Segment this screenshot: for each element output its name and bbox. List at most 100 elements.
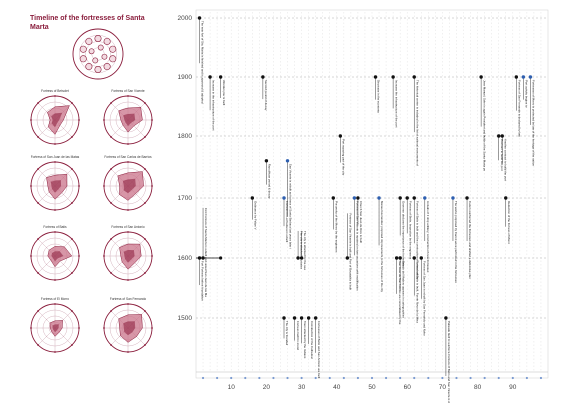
event-dot[interactable] [313,316,318,320]
event-dot[interactable] [451,196,455,200]
event-dot[interactable] [419,256,423,260]
event-dot[interactable] [218,75,223,79]
event-dot[interactable] [264,159,269,163]
radar-inner-area [123,113,136,126]
event-dot[interactable] [356,196,360,200]
event-dot[interactable] [391,75,395,79]
event-dot[interactable] [412,256,416,260]
radar-axis-dot [71,272,73,274]
event-label: Reduction of the fortress of Morro [507,201,511,244]
x-tick-label: 40 [333,384,341,391]
radar-axis-dot [110,136,112,138]
x-marker-dot [258,376,261,380]
x-marker-dot [342,376,345,380]
radar-axis-dot [110,202,112,204]
radar-title: Fortress of San Juan de las Matas [30,155,80,159]
radar-axis-dot [30,119,32,121]
event-dot[interactable] [345,256,350,260]
event-label: Town attacked by the Indians [303,321,307,359]
event-label: Contract to build the port [500,139,504,171]
event-label: Wooden pier is built [222,80,226,106]
radar-axis-dot [54,231,56,233]
event-dot[interactable] [282,316,286,320]
x-marker-dot [469,376,472,380]
x-marker-dot [399,376,402,380]
event-label: Decrease in the economy [377,80,381,113]
event-dot[interactable] [292,316,297,320]
event-dot[interactable] [444,316,448,320]
event-dot[interactable] [479,75,483,79]
event-dot[interactable] [197,16,202,20]
event-dot[interactable] [514,75,519,79]
event-dot[interactable] [394,256,399,260]
event-dot[interactable] [282,196,286,200]
radar-axis-dot [103,327,105,329]
radar-axis-dot [144,272,146,274]
event-label: Fortress of San Juan is rebuilt by San F… [422,261,426,336]
event-dot[interactable] [373,75,378,79]
radar-inner-area [52,324,59,333]
event-dot[interactable] [405,196,409,200]
x-tick-label: 80 [474,384,482,391]
event-dot[interactable] [352,196,357,200]
event-dot[interactable] [500,134,504,138]
radar-axis-dot [30,185,32,187]
event-dot[interactable] [412,196,416,200]
event-dot[interactable] [398,196,402,200]
event-dot[interactable] [261,75,265,79]
event-dot[interactable] [296,256,300,260]
overview-marker [101,53,108,60]
radar-axis-dot [78,327,80,329]
event-label: Fortress of San Vicente is repaired on t… [356,201,360,291]
event-dot[interactable] [497,134,501,138]
radar-axis-dot [78,119,80,121]
radar-axis-dot [78,255,80,257]
event-label: Increase the infrastructure of the port [394,80,398,128]
event-dot[interactable] [377,196,381,200]
overview-marker [103,63,111,71]
overview-marker [109,45,117,53]
event-dot[interactable] [201,256,205,260]
overview-marker [94,35,102,43]
overview-marker [79,55,87,63]
radar-axis-dot [144,344,146,346]
event-dot[interactable] [338,134,343,138]
event-dot[interactable] [299,316,304,320]
event-dot[interactable] [412,75,416,79]
event-label: Canon reinforced the fortresses and draf… [468,201,472,279]
event-dot[interactable] [299,256,304,260]
left-panel: Timeline of the fortresses of Santa Mart… [0,0,168,403]
radar-inner-area [123,321,136,336]
x-marker-dot [384,376,388,380]
radar-axis-dot [54,303,56,305]
event-dot[interactable] [423,196,427,200]
y-tick-label: 1600 [178,255,193,262]
event-dot[interactable] [331,196,335,200]
event-dot[interactable] [465,196,469,200]
x-marker-dot [356,376,360,380]
event-label: Port repaving part of the city [342,139,346,176]
radar-axis-dot [54,95,56,97]
event-dot[interactable] [504,196,508,200]
event-dot[interactable] [528,75,533,79]
event-dot[interactable] [398,256,402,260]
radar-title: Fortress of San Vicente [111,89,145,93]
event-label: Church San Juan de Dios is built [359,201,363,243]
event-dot[interactable] [306,316,311,320]
event-dot[interactable] [250,196,255,200]
event-label: Increase in the infrastructure of the po… [211,80,215,131]
fortress-radar [30,161,80,211]
event-label: Fortress built for mood [296,321,300,350]
event-dot[interactable] [208,75,212,79]
radar-axis-dot [110,310,112,312]
x-marker-dot [314,376,317,380]
event-dot[interactable] [521,75,526,79]
radar-axis-dot [127,351,129,353]
x-tick-label: 90 [509,384,517,391]
event-dot[interactable] [285,159,290,163]
radar-axis-dot [37,168,39,170]
event-label: Jose Manuel, Soler is again President an… [482,80,486,172]
radar-axis-dot [37,310,39,312]
event-label: Fortress of San Fernando is declared by … [518,80,522,138]
event-dot[interactable] [197,256,202,260]
